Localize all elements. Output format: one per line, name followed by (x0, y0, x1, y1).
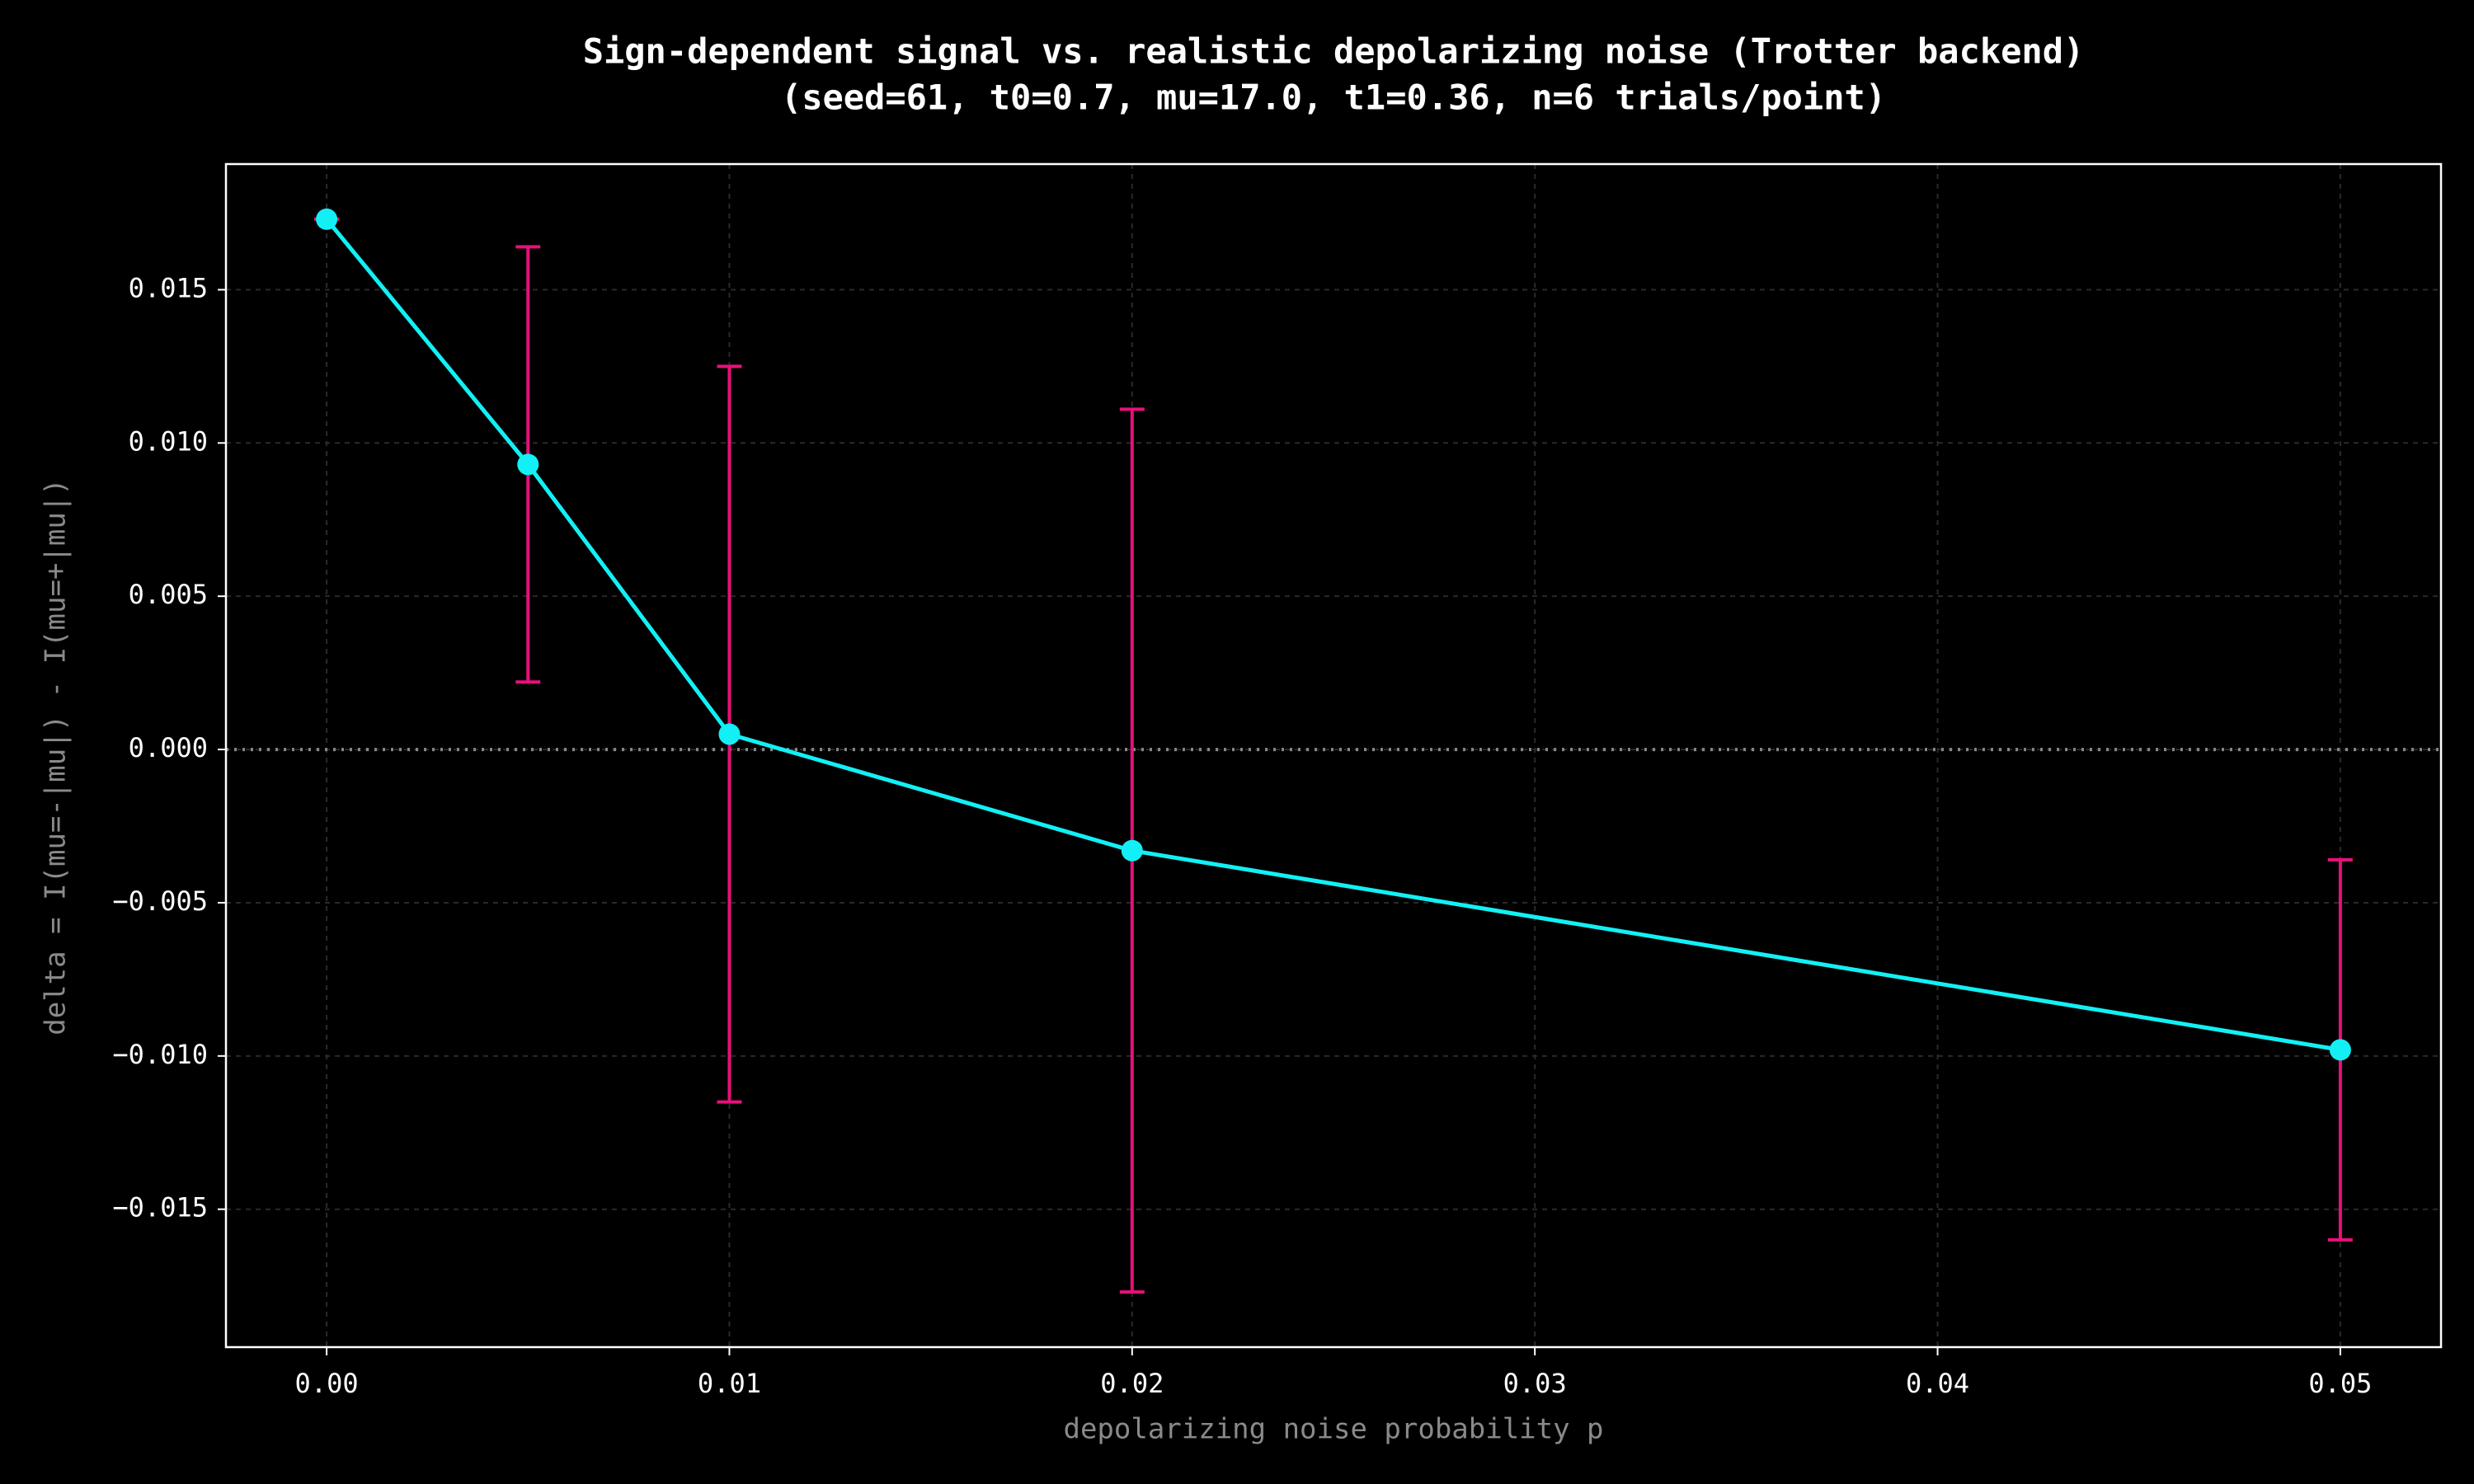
point (718, 723, 741, 745)
x-tick-label: 0.05 (2308, 1368, 2372, 1399)
y-tick-label: 0.000 (129, 732, 208, 763)
point (2329, 1039, 2351, 1061)
y-tick-label: −0.010 (112, 1039, 208, 1070)
y-tick-label: 0.010 (129, 425, 208, 457)
y-tick-label: −0.005 (112, 885, 208, 917)
x-tick-label: 0.01 (698, 1368, 761, 1399)
chart-title: Sign-dependent signal vs. realistic depo… (583, 31, 2085, 72)
point (517, 453, 539, 476)
x-tick-label: 0.04 (1906, 1368, 1969, 1399)
y-axis-label: delta = I(mu=-|mu|) - I(mu=+|mu|) (40, 478, 73, 1036)
chart-subtitle: (seed=61, t0=0.7, mu=17.0, t1=0.36, n=6 … (781, 77, 1886, 118)
y-tick-label: 0.005 (129, 579, 208, 610)
x-tick-label: 0.03 (1503, 1368, 1567, 1399)
point (1121, 839, 1143, 862)
y-tick-label: 0.015 (129, 272, 208, 303)
x-axis-label: depolarizing noise probability p (1063, 1413, 1603, 1446)
plot-frame (224, 162, 2443, 1349)
x-tick-label: 0.00 (295, 1368, 359, 1399)
point (316, 208, 338, 230)
y-tick-label: −0.015 (112, 1192, 208, 1223)
x-tick-label: 0.02 (1100, 1368, 1164, 1399)
